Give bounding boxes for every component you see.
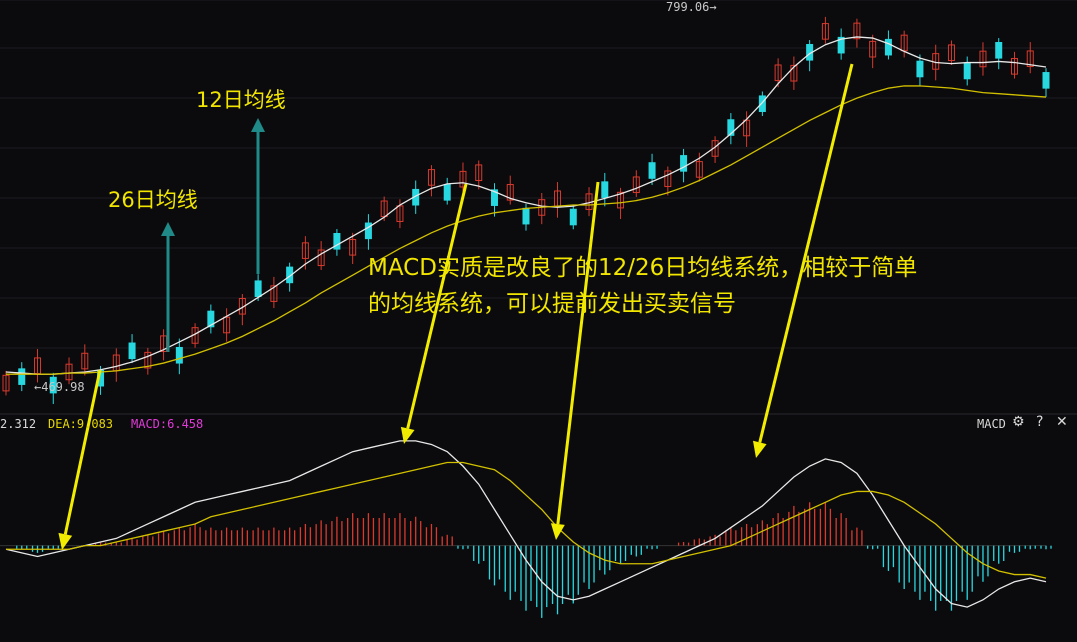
ma26-pointer-arrow-head	[161, 222, 175, 236]
candle-body	[207, 310, 215, 328]
candle-body	[333, 233, 341, 250]
candle-body	[1026, 50, 1034, 68]
question-icon[interactable]: ?	[1036, 414, 1044, 430]
candle-body	[364, 222, 372, 240]
candle-body	[286, 266, 294, 284]
candle-body	[947, 44, 955, 62]
ma12-annotation: 12日均线	[196, 88, 286, 112]
candle-body	[869, 40, 877, 58]
indicator-name: MACD	[977, 417, 1006, 431]
candle-body	[963, 62, 971, 80]
buy-signal-arrow-1-shaft	[63, 369, 102, 535]
dif-readout: 2.312	[0, 417, 37, 431]
candle-body	[727, 119, 735, 136]
candle-body	[853, 22, 861, 40]
candle-body	[569, 208, 577, 226]
macd-explanation-note: MACD实质是改良了的12/26日均线系统，相较于简单 的均线系统，可以提前发出…	[368, 250, 1068, 322]
candle-body	[490, 189, 498, 206]
candle-body	[49, 376, 57, 394]
candle-body	[916, 60, 924, 78]
note-line-1: MACD实质是改良了的12/26日均线系统，相较于简单	[368, 255, 918, 281]
candle-body	[743, 119, 751, 137]
candle-body	[2, 374, 10, 392]
candle-body	[443, 184, 451, 201]
candle-body	[65, 363, 73, 381]
sell-signal-arrow-1-shaft	[406, 183, 468, 429]
low-price-label: ←469.98	[34, 380, 85, 394]
candle-body	[664, 170, 672, 188]
candle-body	[301, 242, 309, 259]
candle-body	[522, 207, 530, 225]
ma26-annotation: 26日均线	[108, 188, 198, 212]
candle-body	[459, 170, 467, 188]
candle-body	[617, 191, 625, 209]
sell-signal-arrow-2-shaft	[758, 63, 854, 443]
candle-body	[475, 164, 483, 182]
candle-body	[34, 357, 42, 375]
candle-body	[175, 346, 183, 364]
candle-body	[349, 239, 357, 256]
candle-body	[680, 155, 688, 172]
sell-signal-arrow-2-head	[752, 440, 767, 458]
candle-body	[837, 36, 845, 54]
macd-readout: MACD:6.458	[131, 417, 204, 431]
candle-body	[774, 64, 782, 82]
buy-signal-arrow-2-shaft	[556, 181, 600, 525]
candle-body	[317, 249, 325, 267]
candle-body	[695, 161, 703, 178]
high-price-label: 799.06→	[666, 0, 717, 14]
candle-body	[648, 162, 656, 179]
buy-signal-arrow-2-head	[550, 523, 565, 540]
gear-icon[interactable]: ⚙	[1012, 414, 1025, 430]
candle-body	[601, 181, 609, 198]
candle-body	[790, 64, 798, 82]
candle-body	[884, 38, 892, 56]
candle-body	[254, 280, 262, 298]
candle-body	[396, 205, 404, 222]
note-line-2: 的均线系统，可以提前发出买卖信号	[368, 291, 736, 317]
dif-line	[5, 440, 1047, 608]
candle-body	[632, 176, 640, 194]
sell-signal-arrow-1-head	[400, 426, 415, 444]
ma12-line	[5, 36, 1047, 375]
buy-signal-arrow-1-head	[58, 532, 73, 550]
candle-body	[758, 95, 766, 113]
candle-body	[995, 42, 1003, 59]
candle-body	[223, 316, 231, 334]
candle-body	[979, 50, 987, 68]
ma26-line	[6, 85, 1047, 375]
candle-body	[821, 23, 829, 40]
candle-body	[270, 285, 278, 302]
candle-body	[427, 169, 435, 186]
close-icon[interactable]: ✕	[1056, 414, 1068, 430]
candle-body	[81, 352, 89, 370]
dea-line	[6, 461, 1047, 579]
candle-body	[506, 184, 514, 201]
candle-body	[238, 298, 246, 315]
candle-body	[1042, 72, 1050, 89]
candle-body	[18, 368, 26, 385]
candle-body	[144, 351, 152, 369]
dea-readout: DEA:9.083	[48, 417, 114, 431]
ma12-pointer-arrow-head	[251, 118, 265, 132]
candle-body	[128, 342, 136, 360]
candle-body	[1010, 58, 1018, 75]
